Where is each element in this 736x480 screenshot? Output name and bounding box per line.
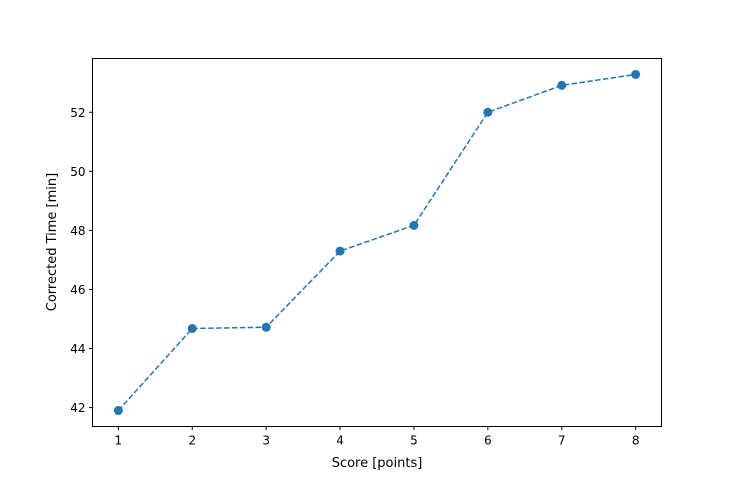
y-axis-label: Corrected Time [min] bbox=[45, 173, 60, 311]
data-point bbox=[557, 80, 567, 90]
x-tick-label: 7 bbox=[558, 434, 566, 448]
x-tick-label: 1 bbox=[115, 434, 123, 448]
x-axis-label: Score [points] bbox=[332, 456, 423, 471]
x-tick-label: 5 bbox=[410, 434, 418, 448]
data-point bbox=[409, 220, 419, 230]
data-point bbox=[631, 69, 641, 79]
y-tick-label: 52 bbox=[70, 106, 85, 120]
x-tick-label: 2 bbox=[188, 434, 196, 448]
y-tick-label: 42 bbox=[70, 401, 85, 415]
y-tick-label: 46 bbox=[70, 283, 85, 297]
axis-ticks: 1 2 3 4 5 6 7 8 42 44 46 48 50 52 bbox=[70, 106, 639, 448]
plot-frame bbox=[92, 58, 662, 427]
x-tick-label: 4 bbox=[336, 434, 344, 448]
data-point bbox=[187, 323, 197, 333]
x-tick-label: 8 bbox=[632, 434, 640, 448]
y-tick-label: 50 bbox=[70, 165, 85, 179]
x-tick-label: 3 bbox=[262, 434, 270, 448]
y-tick-label: 48 bbox=[70, 224, 85, 238]
data-point bbox=[483, 107, 493, 117]
x-tick-label: 6 bbox=[484, 434, 492, 448]
series-group bbox=[113, 69, 641, 416]
y-tick-label: 44 bbox=[70, 342, 85, 356]
data-point bbox=[261, 322, 271, 332]
data-point bbox=[335, 246, 345, 256]
series-line bbox=[117, 73, 636, 412]
data-point bbox=[113, 406, 123, 416]
